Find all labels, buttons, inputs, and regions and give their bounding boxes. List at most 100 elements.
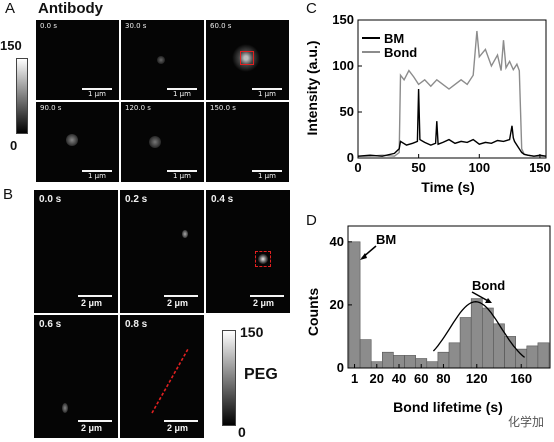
x-tick-label: 1 <box>351 371 358 386</box>
scale-bar-label: 1 μm <box>173 90 191 98</box>
y-tick-label: 0 <box>347 150 354 165</box>
y-tick-label: 150 <box>332 12 354 27</box>
scale-bar-label: 1 μm <box>258 90 276 98</box>
histogram-bar <box>404 355 416 369</box>
legend-label-bond: Bond <box>384 45 417 60</box>
scale-bar-label: 1 μm <box>88 172 106 180</box>
y-tick-label: 40 <box>330 234 344 249</box>
fluorescent-spot <box>66 134 78 146</box>
antibody-frame-4: 120.0 s 1 μm <box>121 102 204 182</box>
peg-frame-0: 0.0 s 2 μm <box>34 190 118 313</box>
peg-frame-1: 0.2 s 2 μm <box>120 190 204 313</box>
fluorescent-spot <box>62 403 68 413</box>
frame-time: 0.0 s <box>40 22 58 30</box>
peg-frame-4: 0.8 s 2 μm <box>120 315 204 438</box>
scale-bar <box>78 295 112 297</box>
colorbar-a-min: 0 <box>10 138 18 153</box>
scale-bar <box>167 170 197 172</box>
frame-time: 120.0 s <box>125 104 151 112</box>
peg-frame-2: 0.4 s 2 μm <box>206 190 290 313</box>
histogram-bar <box>537 342 550 369</box>
antibody-frame-3: 90.0 s 1 μm <box>36 102 119 182</box>
colorbar-b-gradient <box>222 330 236 426</box>
scale-bar-label: 2 μm <box>167 423 189 433</box>
x-tick-label: 40 <box>392 371 406 386</box>
histogram-bar <box>426 361 439 369</box>
series-line-bm <box>357 88 547 157</box>
y-tick-label: 100 <box>332 58 354 73</box>
scale-bar <box>164 420 198 422</box>
histogram-bar <box>359 339 372 369</box>
frame-time: 60.0 s <box>210 22 232 30</box>
fluorescent-spot <box>182 230 188 238</box>
x-tick-label: 0 <box>354 160 361 175</box>
gaussian-fit-curve <box>432 301 526 358</box>
series-line-bond <box>358 30 546 157</box>
trajectory-line <box>151 348 189 414</box>
antibody-frame-0: 0.0 s 1 μm <box>36 20 119 100</box>
watermark: 化学加 <box>507 415 544 429</box>
antibody-frame-2: 60.0 s 1 μm <box>206 20 289 100</box>
x-tick-label: 50 <box>411 160 425 175</box>
panel-a-title: Antibody <box>38 0 103 17</box>
histogram-bar <box>470 298 483 369</box>
x-tick-label: 120 <box>466 371 488 386</box>
scale-bar <box>167 88 197 90</box>
histogram-bar <box>448 342 461 369</box>
x-tick-label: 80 <box>436 371 450 386</box>
selection-box <box>240 51 254 65</box>
y-tick-label: 20 <box>330 297 344 312</box>
scale-bar-label: 2 μm <box>167 298 189 308</box>
scale-bar <box>82 88 112 90</box>
plot-frame <box>347 225 551 369</box>
fluorescent-spot <box>149 136 161 148</box>
colorbar-b-label: PEG <box>244 366 278 383</box>
annotation-bm-arrowhead <box>360 253 367 260</box>
legend: BM Bond <box>362 31 417 60</box>
legend-label-bm: BM <box>384 31 404 46</box>
histogram-bar <box>526 345 539 369</box>
scale-bar <box>164 295 198 297</box>
antibody-frame-5: 150.0 s 1 μm <box>206 102 289 182</box>
plot-frame <box>357 19 547 159</box>
x-axis-label: Bond lifetime (s) <box>393 399 503 415</box>
y-tick-label: 0 <box>337 360 344 375</box>
annotation-bond: Bond <box>472 278 505 293</box>
frame-time: 0.6 s <box>39 319 62 330</box>
x-axis-label: Time (s) <box>421 179 474 195</box>
panel-b-letter: B <box>3 186 14 203</box>
fluorescent-spot <box>157 56 165 64</box>
histogram-bar <box>482 307 494 369</box>
colorbar-a-gradient <box>16 58 28 134</box>
frame-time: 0.2 s <box>125 194 148 205</box>
annotation-bm: BM <box>376 232 396 247</box>
scale-bar-label: 2 μm <box>253 298 275 308</box>
colorbar-b-min: 0 <box>238 424 246 440</box>
trajectory-overlay <box>151 348 189 414</box>
fluorescent-spot <box>258 254 268 264</box>
selection-box <box>255 251 271 267</box>
peg-frame-3: 0.6 s 2 μm <box>34 315 118 438</box>
colorbar-b-max: 150 <box>240 324 264 340</box>
x-tick-label: 20 <box>370 371 384 386</box>
annotation-bond-arrowhead <box>485 298 492 303</box>
intensity-chart: 0 50 100 150 0 50 100 150 Time (s) Intensity (a… <box>304 12 551 195</box>
scale-bar <box>78 420 112 422</box>
colorbar-a-max: 150 <box>0 38 22 53</box>
x-tick-label: 100 <box>468 160 490 175</box>
fluorescent-spot <box>232 44 260 72</box>
frame-time: 150.0 s <box>210 104 236 112</box>
panel-d-letter: D <box>306 212 317 229</box>
x-tick-label: 60 <box>414 371 428 386</box>
scale-bar-label: 1 μm <box>258 172 276 180</box>
scale-bar-label: 1 μm <box>88 90 106 98</box>
histogram-bar <box>382 351 394 369</box>
x-tick-label: 160 <box>510 371 532 386</box>
frame-time: 30.0 s <box>125 22 147 30</box>
x-tick-label: 150 <box>529 160 551 175</box>
histogram-bar <box>459 317 472 369</box>
panel-c-letter: C <box>306 0 317 17</box>
frame-time: 90.0 s <box>40 104 62 112</box>
scale-bar <box>250 295 284 297</box>
